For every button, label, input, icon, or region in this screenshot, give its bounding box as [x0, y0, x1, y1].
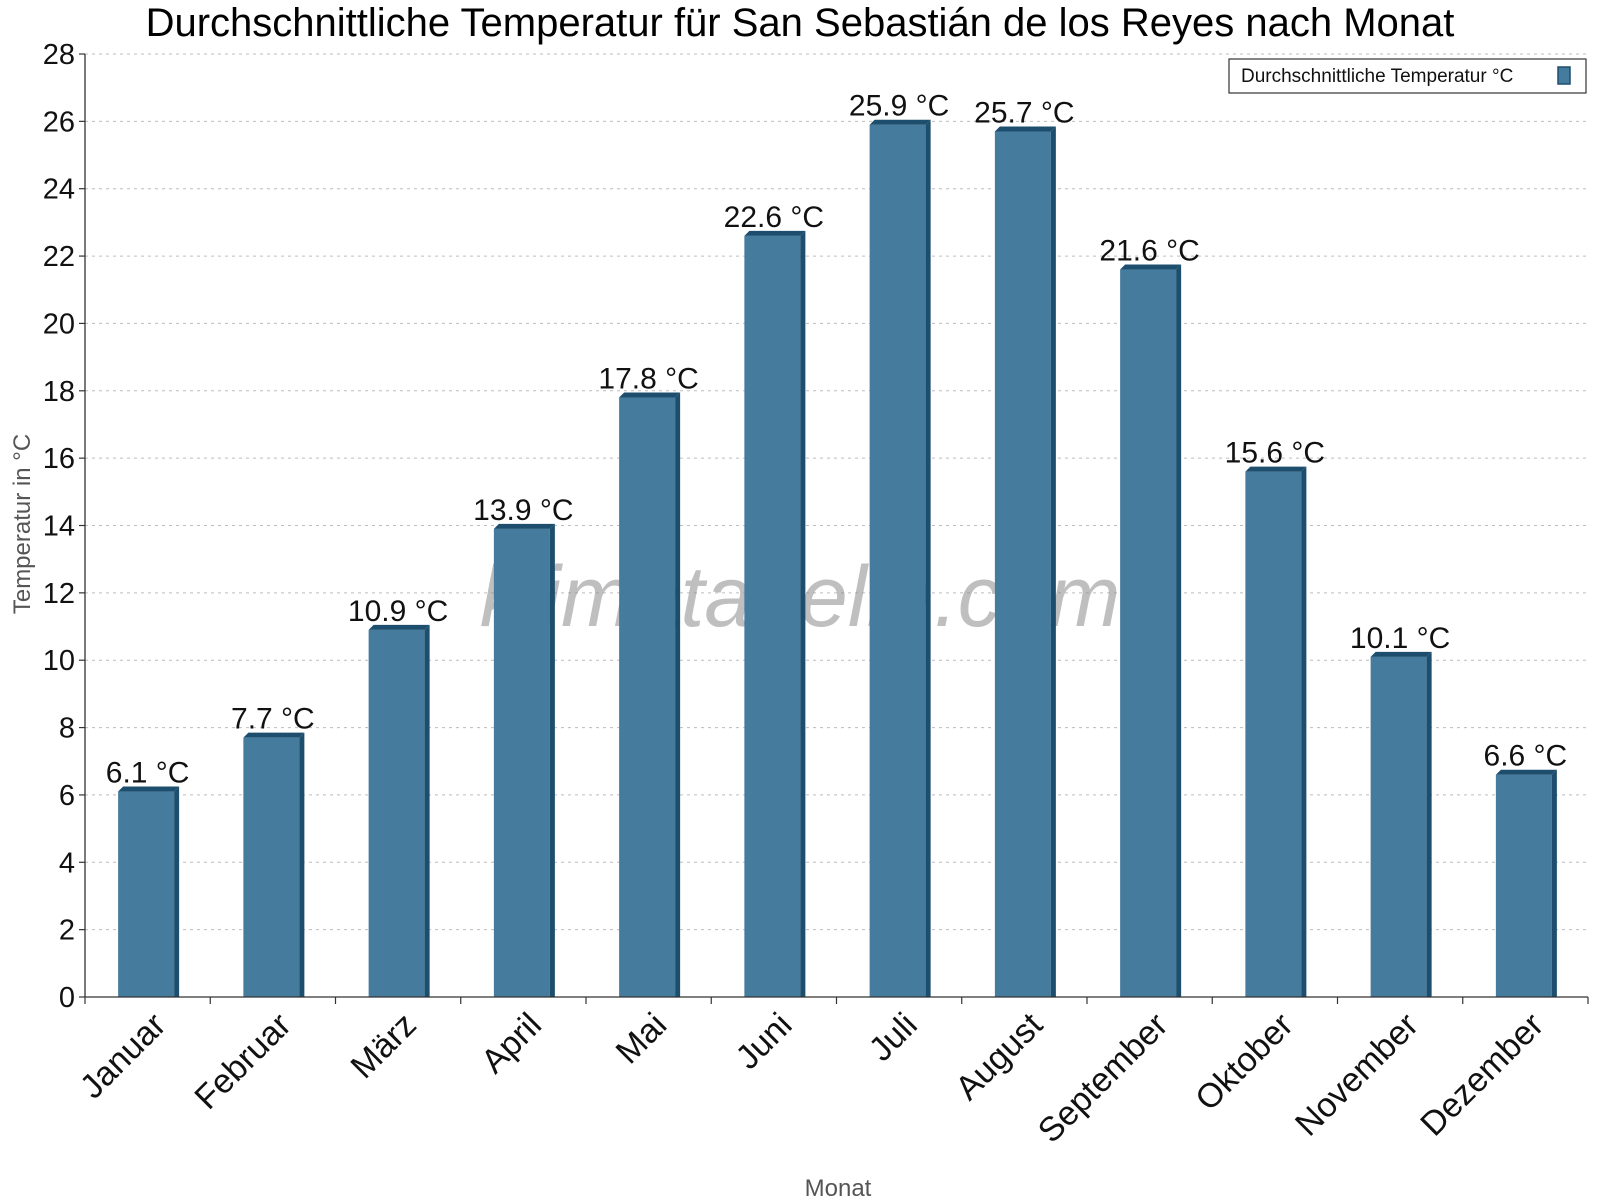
data-labels: 6.1 °C 7.7 °C 10.9 °C 13.9 °C 17.8 °C 22.6 °C…: [106, 90, 1567, 790]
bar-side: [1301, 466, 1307, 998]
bar-side: [424, 624, 430, 997]
bars: [118, 119, 1557, 998]
x-tick-label: November: [1288, 1006, 1426, 1144]
y-tick-label: 18: [43, 376, 75, 408]
bar-face: [368, 629, 425, 997]
bar-juli: [869, 119, 931, 998]
bar-face: [1495, 774, 1552, 997]
data-label: 7.7 °C: [231, 703, 315, 736]
legend-label: Durchschnittliche Temperatur °C: [1241, 66, 1513, 87]
y-tick-label: 0: [59, 982, 75, 1014]
data-label: 25.9 °C: [849, 90, 949, 123]
bar-april: [493, 523, 555, 997]
data-label: 15.6 °C: [1225, 437, 1325, 470]
bar-juni: [744, 230, 806, 998]
legend: Durchschnittliche Temperatur °C: [1228, 58, 1587, 94]
y-tick-label: 24: [43, 174, 75, 206]
data-label: 6.6 °C: [1484, 740, 1568, 773]
x-axis-title: Monat: [805, 1175, 872, 1200]
bar-august: [994, 126, 1056, 998]
bar-oktober: [1245, 466, 1307, 998]
bar-top: [869, 119, 931, 125]
bar-top: [1245, 466, 1307, 472]
x-tick-label: Juli: [862, 1006, 925, 1069]
x-tick-label: Oktober: [1188, 1006, 1300, 1118]
bar-top: [744, 230, 806, 236]
y-tick-label: 16: [43, 443, 75, 475]
bar-top: [994, 126, 1056, 132]
bar-november: [1370, 651, 1432, 997]
y-tick-label: 28: [43, 39, 75, 71]
y-tick-label: 2: [59, 915, 75, 947]
bar-side: [549, 523, 555, 997]
y-tick-label: 10: [43, 645, 75, 677]
x-tick-label: Mai: [609, 1006, 675, 1072]
x-tick-label: Januar: [73, 1006, 173, 1106]
bar-top: [619, 392, 681, 398]
bar-februar: [243, 732, 305, 997]
bar-face: [118, 791, 175, 997]
legend-swatch: [1557, 66, 1571, 85]
y-tick-label: 26: [43, 106, 75, 138]
bar-side: [1176, 264, 1182, 997]
bar-side: [675, 392, 681, 997]
y-tick-label: 22: [43, 241, 75, 273]
bar-face: [869, 124, 926, 998]
x-tick-label: Dezember: [1413, 1006, 1551, 1144]
x-tick-label: September: [1031, 1006, 1175, 1150]
bar-face: [619, 397, 676, 997]
bar-face: [243, 737, 300, 997]
chart-title: Durchschnittliche Temperatur für San Seb…: [146, 1, 1455, 45]
y-tick-label: 8: [59, 713, 75, 745]
data-label: 13.9 °C: [473, 494, 573, 527]
bar-mai: [619, 392, 681, 997]
bar-side: [299, 732, 305, 997]
y-tick-label: 12: [43, 578, 75, 610]
y-tick-label: 14: [43, 511, 75, 543]
data-label: 10.9 °C: [348, 595, 448, 628]
bar-top: [368, 624, 430, 630]
bar-top: [493, 523, 555, 529]
gridlines: [85, 53, 1588, 931]
bar-side: [174, 786, 180, 997]
bar-side: [800, 230, 806, 998]
data-label: 6.1 °C: [106, 757, 190, 790]
bar-face: [1370, 656, 1427, 997]
data-label: 21.6 °C: [1099, 235, 1199, 268]
bar-dezember: [1495, 769, 1557, 997]
x-tick-label: Februar: [187, 1006, 298, 1117]
data-label: 25.7 °C: [974, 96, 1074, 129]
bar-side: [1551, 769, 1557, 997]
bar-top: [1120, 264, 1182, 270]
bar-face: [744, 235, 801, 998]
y-axis-title: Temperatur in °C: [9, 434, 36, 614]
bar-september: [1120, 264, 1182, 997]
bar-face: [493, 528, 550, 997]
bar-januar: [118, 786, 180, 997]
data-label: 10.1 °C: [1350, 622, 1450, 655]
bar-face: [1120, 269, 1177, 997]
bar-top: [243, 732, 305, 738]
legend-box: [1228, 58, 1587, 94]
x-tick-label: März: [343, 1006, 423, 1086]
bar-side: [1050, 126, 1056, 998]
data-label: 17.8 °C: [598, 363, 698, 396]
bar-face: [994, 131, 1051, 998]
bar-side: [1426, 651, 1432, 997]
bar-märz: [368, 624, 430, 997]
bar-top: [1370, 651, 1432, 657]
bar-face: [1245, 471, 1302, 998]
y-tick-label: 20: [43, 308, 75, 340]
bar-top: [1495, 769, 1557, 775]
bar-side: [925, 119, 931, 998]
bar-top: [118, 786, 180, 792]
x-tick-label: August: [948, 1005, 1050, 1107]
x-tick-label: Juni: [729, 1006, 800, 1077]
data-label: 22.6 °C: [724, 201, 824, 234]
y-tick-label: 4: [59, 847, 75, 879]
x-tick-label: April: [474, 1006, 549, 1081]
y-tick-label: 6: [59, 780, 75, 812]
